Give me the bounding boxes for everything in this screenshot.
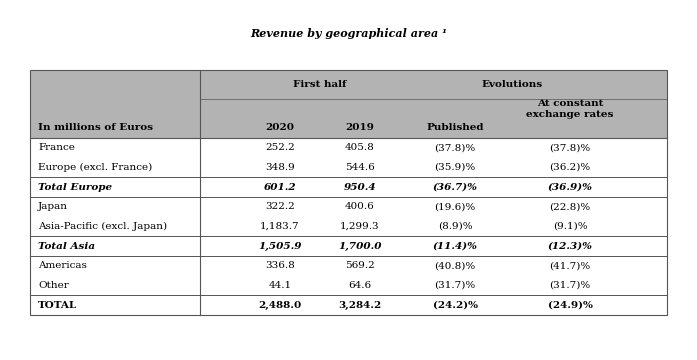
Text: 3,284.2: 3,284.2 <box>338 301 382 310</box>
Text: Published: Published <box>427 123 484 132</box>
Text: (12.3)%: (12.3)% <box>548 242 592 251</box>
Text: 64.6: 64.6 <box>348 281 372 290</box>
Text: (36.9)%: (36.9)% <box>548 183 592 192</box>
Text: (22.8)%: (22.8)% <box>549 202 590 211</box>
Text: Total Asia: Total Asia <box>38 242 95 251</box>
Text: 601.2: 601.2 <box>263 183 296 192</box>
Text: (9.1)%: (9.1)% <box>553 222 588 231</box>
Text: First half: First half <box>293 81 346 90</box>
Text: (36.7)%: (36.7)% <box>433 183 477 192</box>
Text: 1,505.9: 1,505.9 <box>259 242 302 251</box>
Text: Other: Other <box>38 281 69 290</box>
Text: Americas: Americas <box>38 261 87 270</box>
Text: Revenue by geographical area ¹: Revenue by geographical area ¹ <box>250 28 447 39</box>
Text: (11.4)%: (11.4)% <box>433 242 477 251</box>
Text: 2,488.0: 2,488.0 <box>259 301 302 310</box>
Text: Asia-Pacific (excl. Japan): Asia-Pacific (excl. Japan) <box>38 222 167 231</box>
Text: (19.6)%: (19.6)% <box>434 202 475 211</box>
Text: 44.1: 44.1 <box>268 281 291 290</box>
Text: 322.2: 322.2 <box>265 202 295 211</box>
Text: Europe (excl. France): Europe (excl. France) <box>38 163 152 172</box>
Text: (8.9)%: (8.9)% <box>438 222 473 231</box>
Text: 348.9: 348.9 <box>265 163 295 172</box>
Text: (41.7)%: (41.7)% <box>549 261 590 270</box>
Text: 2019: 2019 <box>346 123 374 132</box>
Bar <box>30 70 667 315</box>
Text: 405.8: 405.8 <box>345 143 375 152</box>
Text: In millions of Euros: In millions of Euros <box>38 123 153 132</box>
Text: (37.8)%: (37.8)% <box>434 143 475 152</box>
Text: (40.8)%: (40.8)% <box>434 261 475 270</box>
Text: 1,299.3: 1,299.3 <box>340 222 380 231</box>
Text: 544.6: 544.6 <box>345 163 375 172</box>
Text: (24.9)%: (24.9)% <box>548 301 592 310</box>
Text: 1,700.0: 1,700.0 <box>338 242 382 251</box>
Text: 950.4: 950.4 <box>344 183 376 192</box>
Text: 1,183.7: 1,183.7 <box>260 222 300 231</box>
Text: TOTAL: TOTAL <box>38 301 77 310</box>
Text: Total Europe: Total Europe <box>38 183 112 192</box>
Text: Japan: Japan <box>38 202 68 211</box>
Text: At constant
exchange rates: At constant exchange rates <box>526 99 613 120</box>
Text: 252.2: 252.2 <box>265 143 295 152</box>
Text: (24.2)%: (24.2)% <box>433 301 477 310</box>
Text: (31.7)%: (31.7)% <box>549 281 590 290</box>
Text: (35.9)%: (35.9)% <box>434 163 475 172</box>
Text: 569.2: 569.2 <box>345 261 375 270</box>
Text: 336.8: 336.8 <box>265 261 295 270</box>
Text: (37.8)%: (37.8)% <box>549 143 590 152</box>
Text: Evolutions: Evolutions <box>482 81 543 90</box>
Text: (31.7)%: (31.7)% <box>434 281 475 290</box>
Bar <box>30 70 667 138</box>
Text: France: France <box>38 143 75 152</box>
Text: (36.2)%: (36.2)% <box>549 163 590 172</box>
Text: 2020: 2020 <box>266 123 295 132</box>
Text: 400.6: 400.6 <box>345 202 375 211</box>
